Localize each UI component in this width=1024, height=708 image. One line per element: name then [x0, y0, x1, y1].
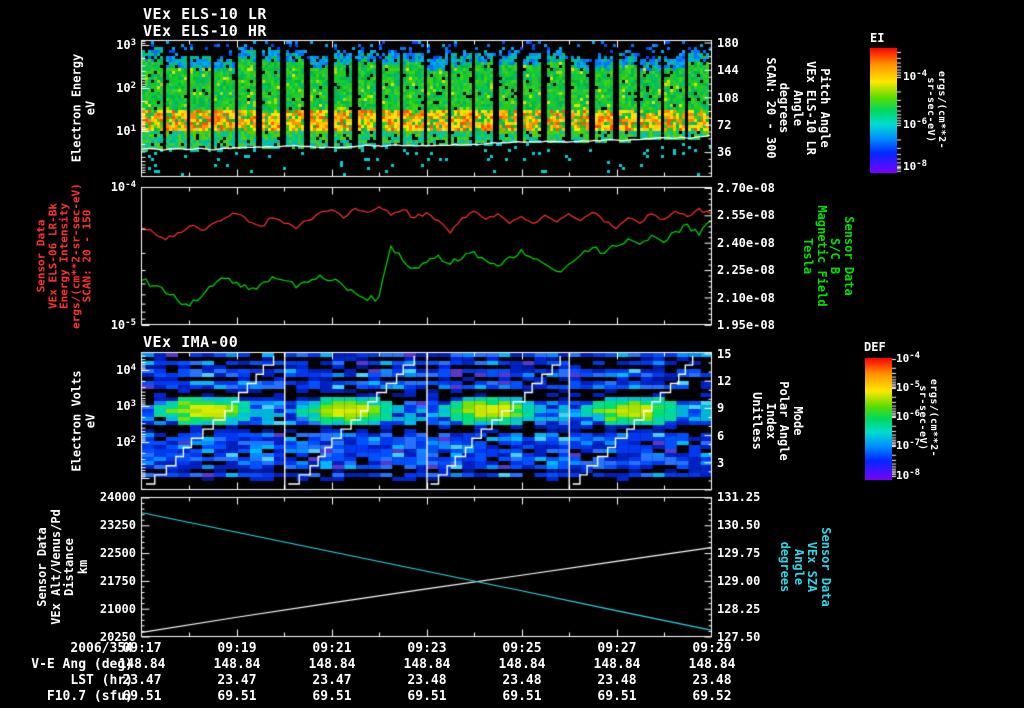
ima-left-axis-label: Electron Volts eV	[69, 370, 98, 472]
footer-value: 148.84	[403, 657, 451, 672]
footer-value: 23.48	[502, 673, 542, 688]
sza-tick-label: 127.50	[717, 630, 761, 644]
els-energy-tick-label: 101	[116, 124, 136, 138]
ima-colorbar-tick-label: 10-6	[896, 409, 921, 423]
ima-index-tick-label: 15	[717, 347, 732, 361]
footer-row-label: LST (hr)	[70, 673, 133, 688]
sza-tick-label: 129.75	[717, 546, 761, 560]
ima-index-tick-label: 9	[717, 401, 725, 415]
els-pitch-angle-tick-label: 144	[717, 63, 739, 77]
distance-tick-label: 23250	[99, 518, 136, 532]
distance-tick-label: 22500	[99, 546, 136, 560]
footer-value: 23.48	[692, 673, 732, 688]
footer-value: 69.51	[502, 689, 542, 704]
time-tick-label: 09:19	[217, 641, 257, 656]
time-tick-label: 09:23	[407, 641, 447, 656]
ima-panel-title: VEx IMA-00	[143, 333, 239, 351]
ima-right-axis-label: Mode Polar Angle Index Unitless	[750, 381, 806, 461]
els-colorbar-tick-label: 10-4	[903, 69, 928, 83]
sza-tick-label: 128.25	[717, 602, 761, 616]
ima-colorbar-tick-label: 10-8	[896, 468, 921, 482]
footer-row-label: F10.7 (sfu)	[46, 689, 133, 704]
bfield-tick-label: 2.55e-08	[717, 208, 775, 222]
sza-tick-label: 130.50	[717, 518, 761, 532]
time-tick-label: 09:25	[502, 641, 542, 656]
distance-tick-label: 21000	[99, 602, 136, 616]
footer-value: 148.84	[213, 657, 261, 672]
els-right-axis-label: Pitch Angle VEx ELS-10 LR Angle degrees …	[763, 57, 832, 159]
ima-colorbar-tick-label: 10-4	[896, 351, 921, 365]
time-tick-label: 09:27	[597, 641, 637, 656]
footer-value: 148.84	[688, 657, 736, 672]
els-pitch-angle-tick-label: 36	[717, 145, 732, 159]
bfield-tick-label: 2.40e-08	[717, 236, 775, 250]
distance-tick-label: 20250	[99, 630, 136, 644]
intensity-tick-label: 10-4	[110, 180, 136, 194]
els-colorbar-title: EI	[870, 31, 885, 45]
bfield-right-axis-label: Sensor Data S/C B Magnetic Field Tesla	[801, 205, 857, 307]
sza-tick-label: 129.00	[717, 574, 761, 588]
footer-value: 23.47	[217, 673, 257, 688]
ima-colorbar-gradient	[865, 358, 892, 480]
bfield-tick-label: 1.95e-08	[717, 318, 775, 332]
ima-index-tick-label: 3	[717, 456, 725, 470]
footer-value: 148.84	[308, 657, 356, 672]
footer-value: 69.51	[597, 689, 637, 704]
footer-value: 23.48	[597, 673, 637, 688]
footer-value: 148.84	[118, 657, 166, 672]
bfield-tick-label: 2.25e-08	[717, 263, 775, 277]
ima-colorbar-tick-label: 10-7	[896, 438, 921, 452]
els-colorbar-tick-label: 10-8	[903, 159, 928, 173]
els-pitch-angle-tick-label: 72	[717, 118, 732, 132]
ima-colorbar-tick-label: 10-5	[896, 380, 921, 394]
footer-value: 69.51	[217, 689, 257, 704]
els-left-axis-label: Electron Energy eV	[69, 53, 98, 163]
footer-value: 69.51	[407, 689, 447, 704]
footer-value: 23.47	[122, 673, 162, 688]
els-energy-tick-label: 102	[116, 81, 136, 95]
time-tick-label: 09:21	[312, 641, 352, 656]
els-pitch-angle-tick-label: 108	[717, 91, 739, 105]
els-colorbar-tick-label: 10-6	[903, 117, 928, 131]
sza-tick-label: 131.25	[717, 490, 761, 504]
footer-value: 23.47	[312, 673, 352, 688]
footer-row-label: V-E Ang (deg)	[31, 657, 133, 672]
ima-index-tick-label: 6	[717, 429, 725, 443]
footer-value: 69.51	[312, 689, 352, 704]
intensity-left-axis-label: Sensor Data VEx ELS-06 LR-Bk Energy Inte…	[34, 183, 94, 329]
els-colorbar-units-label: ergs/(cm**2-sr-sec-eV)	[925, 70, 947, 150]
els-panel-title: VEx ELS-10 LR VEx ELS-10 HR	[143, 5, 267, 40]
bfield-tick-label: 2.70e-08	[717, 181, 775, 195]
footer-value: 23.48	[407, 673, 447, 688]
els-pitch-angle-tick-label: 180	[717, 36, 739, 50]
footer-value: 148.84	[593, 657, 641, 672]
time-tick-label: 09:29	[692, 641, 732, 656]
date-label: 2006/354	[70, 641, 133, 656]
els-colorbar-gradient	[870, 48, 897, 173]
sza-right-axis-label: Sensor Data VEx SZA Angle degrees	[778, 527, 834, 607]
ima-energy-tick-label: 104	[116, 363, 136, 377]
ima-colorbar-title: DEF	[864, 340, 886, 354]
distance-tick-label: 21750	[99, 574, 136, 588]
time-tick-label: 09:17	[122, 641, 162, 656]
bfield-tick-label: 2.10e-08	[717, 291, 775, 305]
ima-energy-tick-label: 102	[116, 435, 136, 449]
els-energy-tick-label: 103	[116, 38, 136, 52]
footer-value: 148.84	[498, 657, 546, 672]
footer-value: 69.51	[122, 689, 162, 704]
ima-index-tick-label: 12	[717, 374, 732, 388]
footer-value: 69.52	[692, 689, 732, 704]
ima-colorbar-units-label: ergs/(cm**2-sr-sec-eV)	[917, 378, 939, 458]
ima-energy-tick-label: 103	[116, 399, 136, 413]
intensity-tick-label: 10-5	[110, 318, 136, 332]
distance-tick-label: 24000	[99, 490, 136, 504]
